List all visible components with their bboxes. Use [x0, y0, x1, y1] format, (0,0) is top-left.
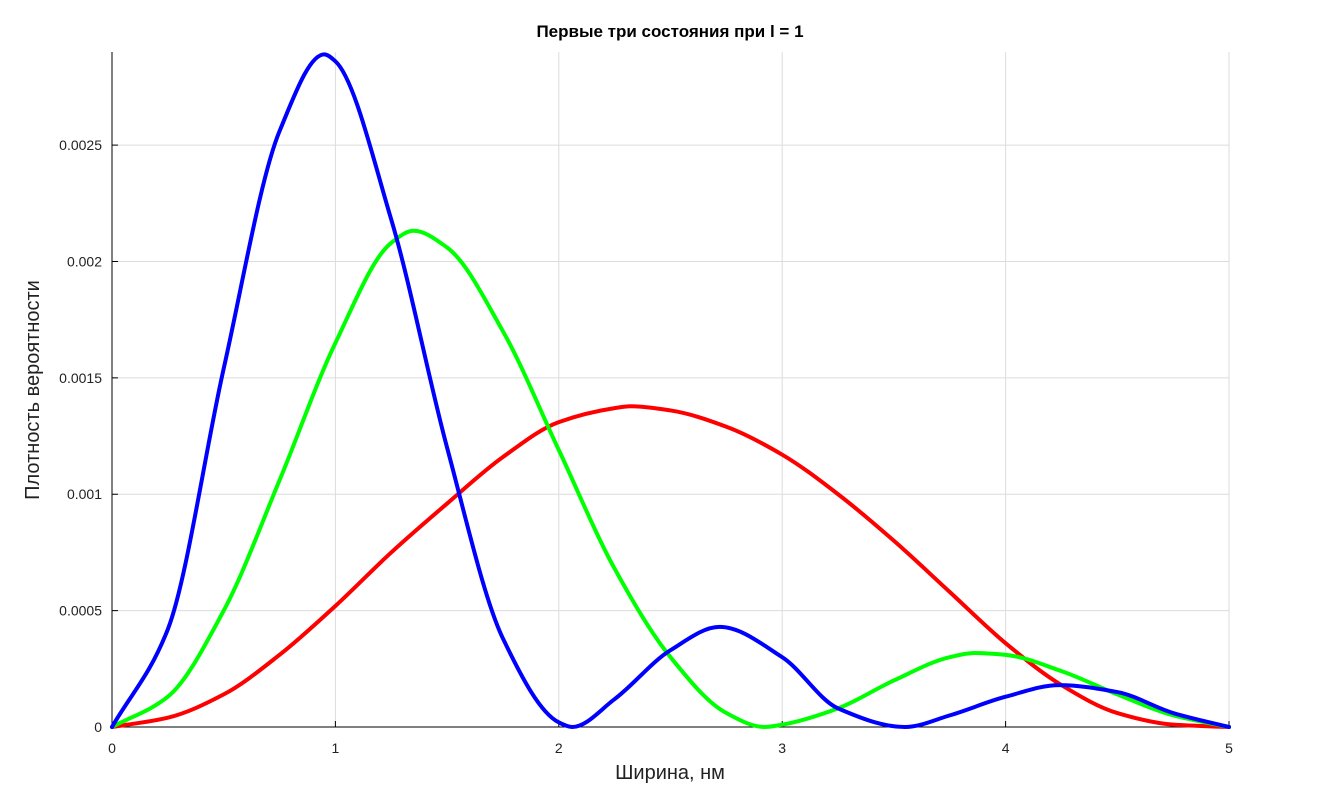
y-tick-labels: 0 0.0005 0.001 0.0015 0.002 0.0025 [59, 137, 102, 735]
series-line-1 [110, 404, 1231, 729]
y-axis-label: Плотность вероятности [22, 280, 44, 500]
series-line-2 [110, 228, 1231, 729]
y-tick-label: 0.001 [67, 486, 102, 502]
y-tick-label: 0.0025 [59, 137, 102, 153]
x-tick-labels: 0 1 2 3 4 5 [108, 740, 1233, 756]
x-tick-label: 3 [778, 740, 786, 756]
y-tick-label: 0.0005 [59, 603, 102, 619]
x-tick-label: 2 [555, 740, 563, 756]
x-axis-label: Ширина, нм [615, 762, 725, 784]
x-tick-label: 0 [108, 740, 116, 756]
y-tick-label: 0 [94, 719, 102, 735]
x-tick-label: 4 [1002, 740, 1010, 756]
grid-lines [112, 52, 1230, 727]
series-line-3 [110, 52, 1231, 729]
series-group [110, 52, 1231, 729]
y-tick-label: 0.0015 [59, 370, 102, 386]
chart-title: Первые три состояния при l = 1 [536, 22, 803, 41]
y-tick-label: 0.002 [67, 253, 102, 269]
axes [111, 52, 1230, 728]
x-tick-label: 5 [1225, 740, 1233, 756]
x-tick-label: 1 [332, 740, 340, 756]
